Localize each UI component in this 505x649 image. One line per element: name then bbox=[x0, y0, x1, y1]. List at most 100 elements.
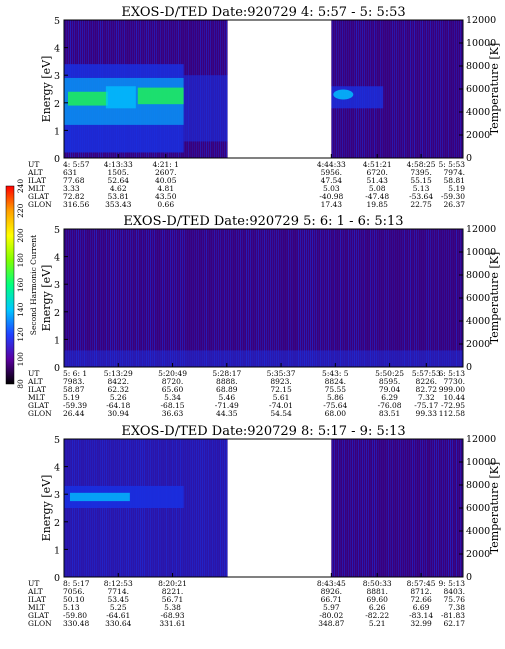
orbit-value-ut: 5:43: 5 bbox=[322, 369, 349, 378]
green-band bbox=[68, 91, 108, 106]
orbit-value-glon: 26.37 bbox=[444, 200, 466, 209]
y2-tick-label: 0 bbox=[466, 362, 472, 373]
orbit-value-ut: 9: 5:13 bbox=[438, 579, 465, 588]
y-tick-label: 4 bbox=[54, 463, 60, 474]
y2-axis-label: Temperature [K] bbox=[488, 462, 501, 554]
orbit-value-glat: -40.98 bbox=[319, 192, 343, 201]
spectral-streak bbox=[434, 439, 435, 577]
orbit-value-mlt: 5.13 bbox=[413, 184, 430, 193]
orbit-value-glon: 5.21 bbox=[369, 619, 386, 628]
orbit-value-alt: 8595. bbox=[379, 377, 400, 386]
spectral-streak bbox=[418, 439, 419, 577]
orbit-value-glon: 0.66 bbox=[157, 200, 174, 209]
spectral-streak bbox=[210, 439, 211, 577]
orbit-value-glat: -71.49 bbox=[215, 401, 239, 410]
spectral-streak bbox=[428, 20, 429, 158]
spectral-streak bbox=[430, 229, 431, 367]
orbit-value-mlt: 5.25 bbox=[110, 603, 127, 612]
y2-tick-label: 2000 bbox=[466, 130, 490, 141]
data-gap bbox=[227, 20, 332, 158]
spectral-streak bbox=[370, 229, 371, 367]
spectral-streak bbox=[260, 229, 261, 367]
spectral-streak bbox=[368, 229, 369, 367]
spectral-streak bbox=[282, 229, 283, 367]
orbit-value-glon: 32.99 bbox=[410, 619, 432, 628]
spectral-streak bbox=[402, 20, 403, 158]
orbit-value-ilat: 72.66 bbox=[410, 595, 432, 604]
spectral-streak bbox=[366, 229, 367, 367]
spectral-streak bbox=[396, 439, 397, 577]
spectral-streak bbox=[86, 229, 87, 367]
spectral-streak bbox=[410, 439, 411, 577]
orbit-value-alt: 8923. bbox=[270, 377, 291, 386]
spectral-streak bbox=[400, 20, 401, 158]
spectral-streak bbox=[432, 439, 433, 577]
spectral-streak bbox=[222, 229, 223, 367]
spectral-streak bbox=[216, 229, 217, 367]
y-tick-label: 3 bbox=[54, 71, 60, 82]
spectral-streak bbox=[116, 229, 117, 367]
orbit-row-header: ALT bbox=[27, 377, 43, 386]
spectral-streak bbox=[320, 229, 321, 367]
spectral-streak bbox=[430, 20, 431, 158]
spectral-streak bbox=[212, 439, 213, 577]
spectral-streak bbox=[274, 229, 275, 367]
spectral-streak bbox=[454, 20, 455, 158]
orbit-row-header: UT bbox=[28, 160, 39, 169]
spectral-streak bbox=[188, 229, 189, 367]
spectral-streak bbox=[72, 229, 73, 367]
orbit-value-alt: 631 bbox=[63, 168, 77, 177]
orbit-value-ilat: 56.71 bbox=[162, 595, 183, 604]
orbit-value-glat: -81.83 bbox=[441, 611, 465, 620]
spectral-streak bbox=[114, 229, 115, 367]
spectral-streak bbox=[432, 229, 433, 367]
spectral-streak bbox=[326, 229, 327, 367]
spectral-streak bbox=[290, 229, 291, 367]
orbit-value-ut: 5: 5:53 bbox=[438, 160, 465, 169]
spectral-streak bbox=[458, 439, 459, 577]
spectral-streak bbox=[66, 229, 67, 367]
spectral-streak bbox=[186, 439, 187, 577]
spectral-streak bbox=[352, 229, 353, 367]
orbit-value-glon: 19.85 bbox=[366, 200, 388, 209]
spectral-streak bbox=[368, 439, 369, 577]
spectral-streak bbox=[204, 439, 205, 577]
spectral-streak bbox=[216, 439, 217, 577]
spectral-streak bbox=[402, 439, 403, 577]
spectral-streak bbox=[404, 229, 405, 367]
orbit-value-mlt: 5.97 bbox=[323, 603, 340, 612]
colorbar-tick-label: 100 bbox=[16, 352, 25, 367]
orbit-row-header: GLAT bbox=[28, 192, 49, 201]
spectral-streak bbox=[372, 439, 373, 577]
y2-tick-label: 12000 bbox=[466, 15, 496, 26]
spectral-streak bbox=[370, 439, 371, 577]
spectral-streak bbox=[98, 229, 99, 367]
orbit-value-ilat: 79.04 bbox=[379, 385, 401, 394]
spectral-streak bbox=[404, 20, 405, 158]
orbit-value-ilat: 82.72 bbox=[416, 385, 438, 394]
spectral-streak bbox=[386, 20, 387, 158]
orbit-value-glat: -64.61 bbox=[106, 611, 130, 620]
y2-tick-label: 2000 bbox=[466, 549, 490, 560]
spectral-streak bbox=[140, 229, 141, 367]
spectral-streak bbox=[344, 229, 345, 367]
orbit-value-glon: 62.17 bbox=[444, 619, 466, 628]
spectral-streak bbox=[458, 229, 459, 367]
orbit-value-glon: 99.33 bbox=[416, 409, 438, 418]
orbit-row-header: GLON bbox=[28, 200, 52, 209]
spectral-streak bbox=[426, 20, 427, 158]
orbit-value-ilat: 77.68 bbox=[63, 176, 85, 185]
orbit-value-ilat: 75.76 bbox=[444, 595, 466, 604]
spectral-streak bbox=[456, 20, 457, 158]
spectral-streak bbox=[418, 20, 419, 158]
spectral-streak bbox=[448, 439, 449, 577]
orbit-value-ilat: 50.10 bbox=[63, 595, 85, 604]
spectral-streak bbox=[400, 229, 401, 367]
orbit-value-mlt: 6.69 bbox=[413, 603, 430, 612]
spectral-streak bbox=[202, 439, 203, 577]
spectral-streak bbox=[394, 439, 395, 577]
spectral-streak bbox=[276, 229, 277, 367]
spectral-streak bbox=[280, 229, 281, 367]
orbit-value-alt: 8926. bbox=[321, 587, 342, 596]
spectral-streak bbox=[120, 229, 121, 367]
